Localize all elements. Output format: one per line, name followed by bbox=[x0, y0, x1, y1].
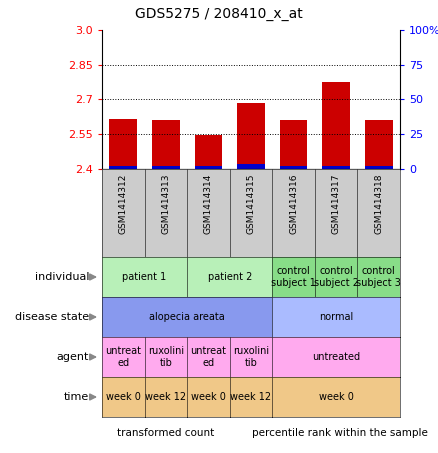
Bar bbox=[237, 164, 265, 169]
Text: patient 2: patient 2 bbox=[208, 272, 252, 282]
Bar bbox=[194, 165, 222, 169]
Text: week 12: week 12 bbox=[145, 392, 187, 402]
Text: GSM1414314: GSM1414314 bbox=[204, 173, 213, 234]
Bar bbox=[237, 103, 265, 169]
Bar bbox=[280, 165, 307, 169]
Text: ruxolini
tib: ruxolini tib bbox=[233, 346, 269, 368]
Bar bbox=[322, 165, 350, 169]
Text: untreated: untreated bbox=[312, 352, 360, 362]
Text: GSM1414313: GSM1414313 bbox=[161, 173, 170, 234]
Text: week 12: week 12 bbox=[230, 392, 272, 402]
Bar bbox=[365, 120, 392, 169]
Text: week 0: week 0 bbox=[319, 392, 353, 402]
Bar bbox=[110, 165, 137, 169]
Text: untreat
ed: untreat ed bbox=[105, 346, 141, 368]
Text: week 0: week 0 bbox=[191, 392, 226, 402]
Text: agent: agent bbox=[57, 352, 89, 362]
Text: control
subject 2: control subject 2 bbox=[314, 266, 359, 288]
Text: individual: individual bbox=[35, 272, 89, 282]
Text: percentile rank within the sample: percentile rank within the sample bbox=[252, 428, 428, 438]
Bar bbox=[322, 82, 350, 169]
Text: GSM1414316: GSM1414316 bbox=[289, 173, 298, 234]
Text: ruxolini
tib: ruxolini tib bbox=[148, 346, 184, 368]
Text: disease state: disease state bbox=[15, 312, 89, 322]
Bar bbox=[152, 165, 180, 169]
Text: control
subject 3: control subject 3 bbox=[356, 266, 401, 288]
Bar bbox=[152, 120, 180, 169]
Bar bbox=[194, 135, 222, 169]
Text: GDS5275 / 208410_x_at: GDS5275 / 208410_x_at bbox=[135, 7, 303, 21]
Text: transformed count: transformed count bbox=[117, 428, 214, 438]
Text: alopecia areata: alopecia areata bbox=[149, 312, 225, 322]
Text: GSM1414315: GSM1414315 bbox=[247, 173, 255, 234]
Bar bbox=[365, 165, 392, 169]
Text: GSM1414318: GSM1414318 bbox=[374, 173, 383, 234]
Text: control
subject 1: control subject 1 bbox=[271, 266, 316, 288]
Text: week 0: week 0 bbox=[106, 392, 141, 402]
Text: patient 1: patient 1 bbox=[123, 272, 167, 282]
Text: untreat
ed: untreat ed bbox=[191, 346, 226, 368]
Text: time: time bbox=[64, 392, 89, 402]
Text: normal: normal bbox=[319, 312, 353, 322]
Bar bbox=[110, 119, 137, 169]
Text: GSM1414317: GSM1414317 bbox=[332, 173, 341, 234]
Text: GSM1414312: GSM1414312 bbox=[119, 173, 128, 234]
Bar bbox=[280, 120, 307, 169]
